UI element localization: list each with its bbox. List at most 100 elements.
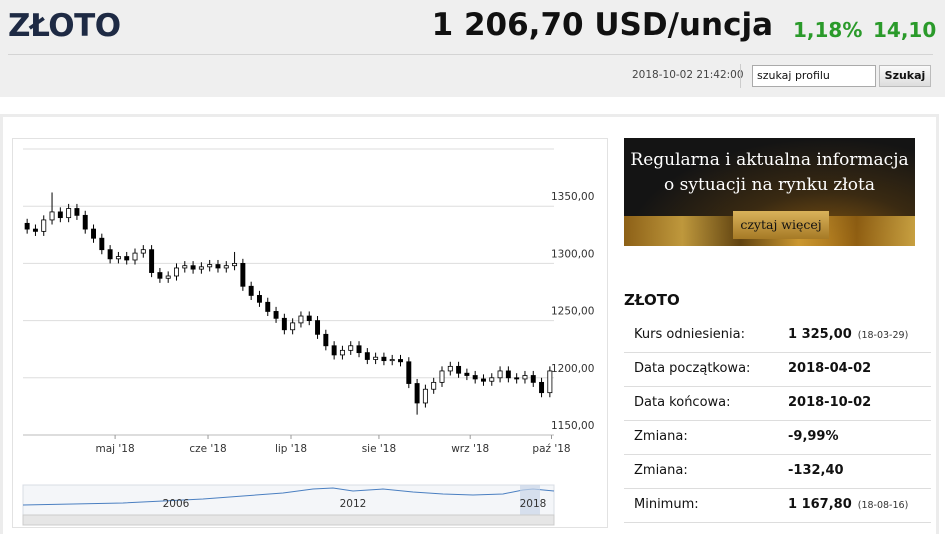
info-label: Zmiana: [634,463,688,478]
candle-body [414,383,420,404]
candle-body [124,256,130,261]
content-frame [0,114,939,534]
info-row: Zmiana: -9,99% [624,420,931,455]
info-row: Data początkowa: 2018-04-02 [624,352,931,387]
info-value-text: 2018-10-02 [788,395,872,410]
candle-body [132,252,138,261]
info-row: Zmiana: -132,40 [624,454,931,489]
candle-body [422,388,428,404]
scrollbar[interactable] [22,514,555,526]
candle-body [331,345,337,356]
candle-body [481,378,486,382]
x-tick-label: lip '18 [275,443,307,455]
candle-body [149,249,155,273]
info-value: 2018-10-02 [788,395,871,410]
candle-body [339,349,345,356]
search-button[interactable]: Szukaj [879,65,931,87]
candle-body [232,263,238,267]
info-value: 1 325,00 (18-03-29) [788,327,908,342]
navigator-label: 2018 [520,498,547,510]
candle-body [256,295,262,303]
chart: 1150,00 1200,00 1250,00 1300,00 1350,00 maj '… [22,148,594,526]
banner-text: Regularna i aktualna informacja [630,150,909,170]
candle-body [182,265,188,269]
candle-body [315,320,321,335]
y-tick-label: 1150,00 [551,420,594,432]
candle-body [24,222,30,230]
info-title: ZŁOTO [624,291,680,309]
x-tick-label: maj '18 [96,443,135,455]
y-tick-label: 1300,00 [551,248,594,260]
candle-body [91,228,96,239]
candle-body [140,249,146,254]
info-label: Zmiana: [634,429,688,444]
candle-body [248,285,254,296]
candle-body [157,272,163,279]
candle-body [356,345,362,354]
info-value-text: -9,99% [788,429,839,444]
x-tick-label: sie '18 [362,443,396,455]
price: 1 206,70 USD/uncja [431,7,773,43]
candle-body [215,264,221,269]
candle-body [364,352,370,360]
candle-body [281,317,287,331]
candle-body [298,315,304,324]
candle-body [107,249,113,260]
candle-body [207,264,213,268]
info-value: 2018-04-02 [788,361,871,376]
candle-body [198,266,204,270]
info-value: -9,99% [788,429,839,444]
candle-body [439,370,445,383]
info-value-text: 2018-04-02 [788,361,872,376]
candle-body [49,211,55,221]
candle-body [66,208,72,219]
info-row: Data końcowa: 2018-10-02 [624,386,931,421]
info-label: Minimum: [634,497,699,512]
candle-body [522,375,528,380]
candle-body [306,315,312,322]
candle-body [223,265,229,269]
banner-text: o sytuacji na rynku złota [663,175,875,195]
separator [740,64,741,88]
candle-body [41,219,47,232]
candle-body [406,361,412,384]
x-tick-label: cze '18 [189,443,226,455]
candle-body [398,359,403,363]
info-value-text: 1 167,80 [788,497,852,512]
info-row: Kurs odniesienia: 1 325,00 (18-03-29) [624,318,931,353]
candle-body [539,381,545,394]
ad-banner[interactable]: Regularna i aktualna informacja o sytuac… [624,138,915,246]
navigator-label: 2006 [163,498,190,510]
info-value-text: 1 325,00 [788,327,852,342]
candle-body [505,370,511,379]
candle-body [431,381,437,390]
candle-body [265,301,271,312]
y-tick-label: 1250,00 [551,306,594,318]
candle-body [348,345,354,351]
candle-body [547,370,553,394]
banner-button[interactable]: czytaj więcej [733,211,829,239]
info-value-text: -132,40 [788,463,844,478]
candle-body [290,322,296,331]
candle-body [190,265,196,270]
info-row: Minimum: 1 167,80 (18-08-16) [624,488,931,523]
candle-body [115,256,121,260]
candle-body [74,208,80,216]
candle-body [174,267,179,277]
navigator-label: 2012 [340,498,367,510]
info-note: (18-03-29) [857,330,909,341]
info-label: Data końcowa: [634,395,731,410]
x-tick-label: wrz '18 [451,443,489,455]
info-label: Data początkowa: [634,361,751,376]
candle-body [447,365,453,372]
candle-body [381,356,387,362]
candle-body [32,228,38,232]
candle-body [497,370,503,379]
info-note: (18-08-16) [857,500,909,511]
candle-body [456,365,462,374]
search-input[interactable]: szukaj profilu [752,65,876,87]
candle-body [165,275,171,279]
candle-body [273,311,279,319]
candle-body [99,237,105,251]
